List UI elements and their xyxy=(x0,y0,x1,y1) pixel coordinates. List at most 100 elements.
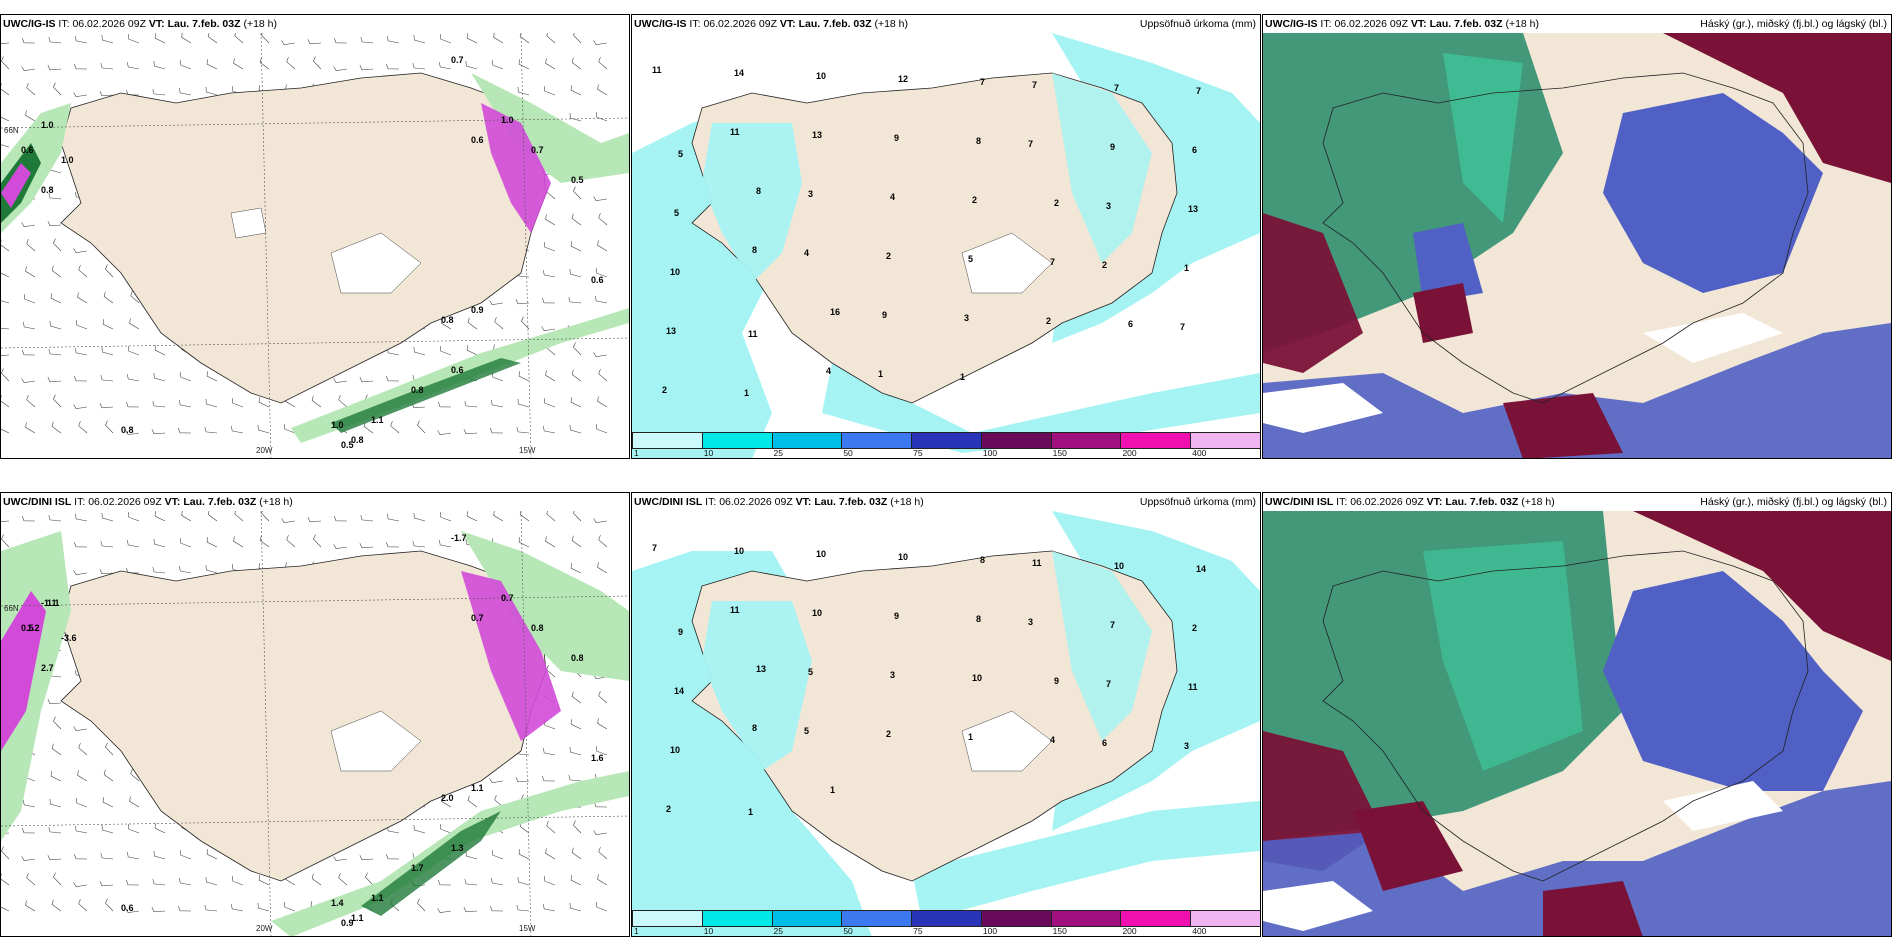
wind-barb xyxy=(489,778,504,784)
cloud-mid xyxy=(1603,93,1823,293)
wind-barb xyxy=(515,777,530,783)
precip-value-label: 0.8 xyxy=(531,623,544,633)
legend-swatch xyxy=(1190,432,1260,449)
precip-area xyxy=(1052,73,1152,263)
legend-tick: 25 xyxy=(773,926,784,936)
wind-barb xyxy=(102,797,114,808)
precip-value-label: 7 xyxy=(1050,257,1055,267)
wind-barb xyxy=(73,882,88,888)
wind-barb xyxy=(1,520,10,522)
precip-value-label: 13 xyxy=(812,130,822,140)
it-label: IT: xyxy=(1320,18,1332,30)
wind-barb xyxy=(1,56,10,70)
precip-area xyxy=(912,801,1260,921)
legend-swatch xyxy=(701,432,773,449)
iceland-outline xyxy=(1322,550,1809,882)
wind-barb xyxy=(569,112,582,122)
precip-area xyxy=(702,601,812,771)
wind-barb xyxy=(593,352,608,358)
wind-barb xyxy=(311,395,322,408)
precip-value-label: 10 xyxy=(670,267,680,277)
wind-barb xyxy=(439,539,452,548)
wind-barb xyxy=(105,420,114,434)
wind-barb xyxy=(26,82,36,96)
model-name: UWC/IG-IS xyxy=(3,18,56,30)
wind-barb xyxy=(179,87,192,96)
map-panel-dini-precip: UWC/DINI ISL IT: 06.02.2026 09Z VT: Lau.… xyxy=(631,492,1261,937)
wind-barb xyxy=(596,902,608,912)
precip-value-label: 5 xyxy=(678,149,683,159)
wind-barb xyxy=(593,518,608,524)
wind-barb xyxy=(204,905,218,912)
precip-value-label: 2 xyxy=(662,385,667,395)
wind-barb xyxy=(178,427,192,434)
legend-tick: 400 xyxy=(1192,926,1207,936)
wind-barb xyxy=(232,398,244,408)
wind-barb xyxy=(596,746,608,756)
wind-barb xyxy=(1,846,10,860)
wind-barb xyxy=(48,349,62,356)
legend-swatch xyxy=(911,910,982,927)
precip-value-label: 7 xyxy=(1180,322,1185,332)
wind-barb xyxy=(51,421,62,434)
wind-barb xyxy=(234,511,244,522)
wind-barb xyxy=(439,61,452,70)
map-panel-dini-cloud: UWC/DINI ISL IT: 06.02.2026 09Z VT: Lau.… xyxy=(1262,492,1892,937)
precip-value-label: 3 xyxy=(964,313,969,323)
wind-barb xyxy=(390,420,400,434)
precip-value-label: 5 xyxy=(804,726,809,736)
wind-barb xyxy=(286,534,296,548)
init-time: 06.02.2026 09Z xyxy=(703,18,777,30)
wind-barb xyxy=(101,34,114,44)
init-time: 06.02.2026 09Z xyxy=(1350,496,1424,508)
wind-barb xyxy=(78,420,88,434)
precip-value-label: 2.7 xyxy=(41,663,54,673)
wind-barb xyxy=(437,430,452,436)
wind-barb xyxy=(571,369,582,382)
legend-tick: 400 xyxy=(1192,448,1207,458)
precip-value-label: 10 xyxy=(816,71,826,81)
wind-barb xyxy=(516,427,530,434)
precip-labels: 0.61.01.00.70.50.71.00.60.80.90.80.60.80… xyxy=(21,55,604,450)
wind-barb xyxy=(22,349,36,356)
wind-barb xyxy=(73,570,88,576)
wind-barb xyxy=(334,515,348,522)
wind-barb xyxy=(437,908,452,914)
magenta-precip xyxy=(1,591,46,751)
wind-barb xyxy=(234,33,244,44)
wind-barb xyxy=(334,37,348,44)
wind-barb xyxy=(489,300,504,306)
wind-barb xyxy=(598,212,608,226)
wind-barb xyxy=(569,424,582,434)
wind-barb xyxy=(205,876,218,886)
wind-barb xyxy=(360,515,374,522)
graticule xyxy=(1,33,629,458)
precip-value-label: 1.1 xyxy=(351,913,364,923)
model-name: UWC/DINI ISL xyxy=(3,496,72,508)
wind-barb xyxy=(573,342,582,356)
iceland-landmass xyxy=(691,550,1178,882)
wind-barb xyxy=(545,848,556,860)
model-name: UWC/DINI ISL xyxy=(1265,496,1334,508)
precip-value-label: 0.7 xyxy=(531,145,544,155)
wind-barb xyxy=(23,799,36,808)
precip-value-label: 3 xyxy=(1106,201,1111,211)
wind-barb xyxy=(152,879,166,886)
precip-value-label: 4 xyxy=(804,248,809,258)
wind-barb xyxy=(151,429,166,435)
cloud-low xyxy=(1353,801,1463,891)
precip-value-label: 4 xyxy=(1050,735,1055,745)
wind-barb xyxy=(180,60,192,70)
wind-barb xyxy=(284,424,296,434)
precip-value-label: 1.1 xyxy=(471,783,484,793)
legend-swatch xyxy=(771,910,843,927)
wind-barb xyxy=(47,699,62,705)
legend-tick: 50 xyxy=(843,448,853,458)
wind-barb xyxy=(313,56,322,70)
wind-barb xyxy=(386,541,400,548)
legend-swatch xyxy=(701,910,773,927)
wind-barb xyxy=(101,824,114,834)
wind-barb xyxy=(26,238,36,252)
cloud-mid xyxy=(1263,781,1891,936)
